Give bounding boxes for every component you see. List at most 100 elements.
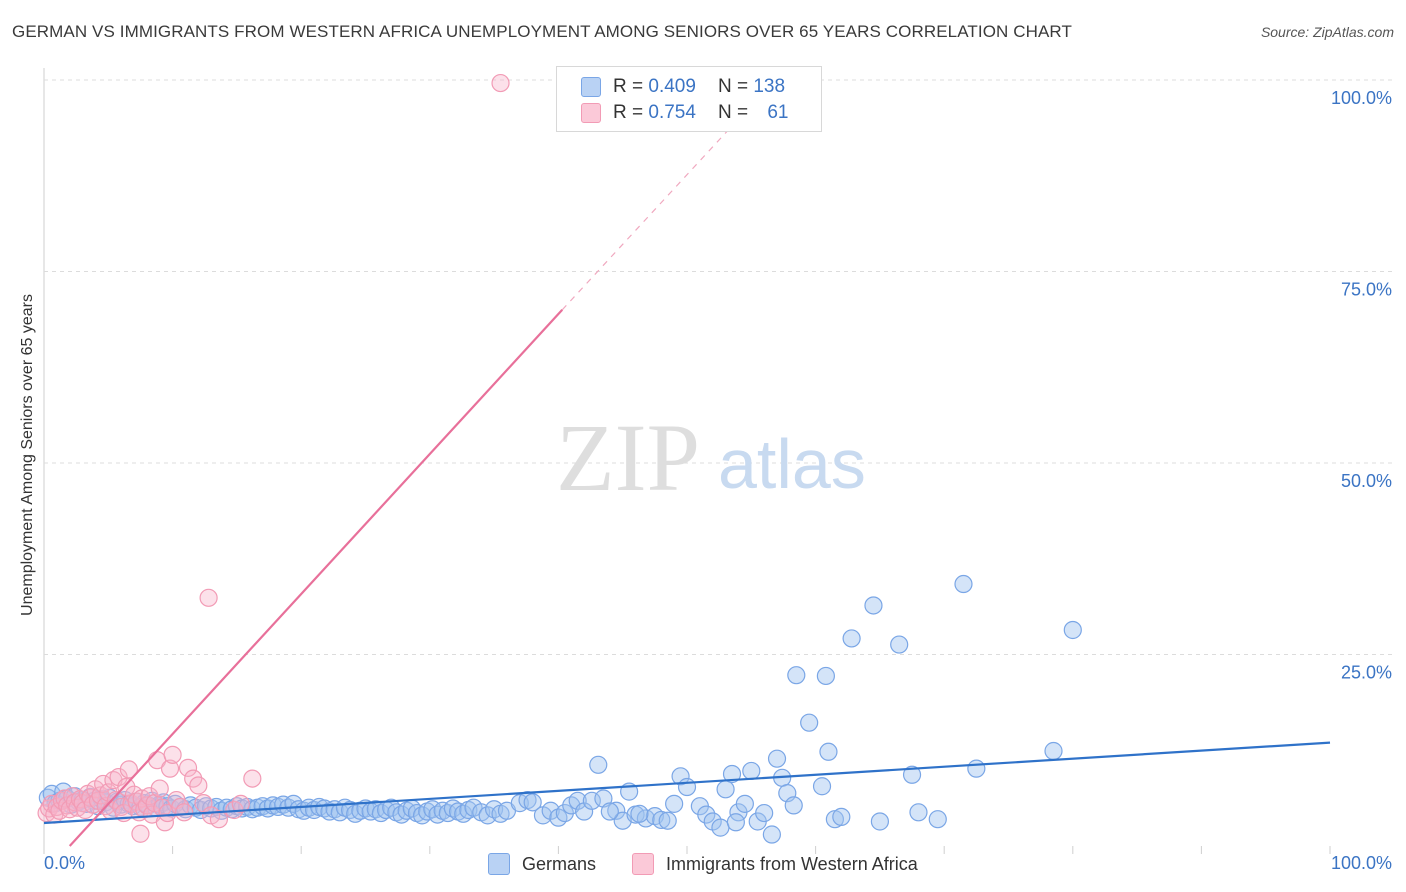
germans-point: [954, 574, 973, 594]
germans-point: [589, 755, 608, 774]
germans-point: [832, 807, 851, 826]
r-label: R =: [613, 102, 644, 123]
immigrants-point: [117, 777, 136, 797]
immigrants-point: [189, 776, 208, 795]
immigrants-swatch: [581, 103, 601, 123]
germans-point: [568, 791, 587, 810]
germans-point: [582, 791, 601, 810]
legend-item-immigrants[interactable]: Immigrants from Western Africa: [632, 852, 918, 876]
germans-point: [742, 761, 761, 781]
germans-point: [549, 808, 568, 827]
x-tick-label-max: 100.0%: [1331, 853, 1392, 873]
germans-point: [607, 801, 626, 820]
y-tick-label: 100.0%: [1331, 88, 1392, 108]
n-label: N =: [717, 76, 749, 97]
r-value: 0.409: [648, 76, 696, 97]
germans-point: [677, 777, 697, 797]
germans-point: [346, 804, 365, 823]
germans-point: [800, 713, 819, 732]
y-axis-label: Unemployment Among Seniors over 65 years: [19, 294, 36, 616]
legend-item-germans[interactable]: Germans: [488, 852, 596, 876]
legend-label-germans: Germans: [522, 853, 597, 874]
immigrants-point: [175, 803, 194, 822]
germans-point: [735, 794, 754, 813]
immigrants-trend-extension: [561, 125, 733, 311]
germans-swatch: [581, 77, 601, 97]
trend-lines: [43, 125, 1331, 847]
germans-point: [928, 810, 947, 829]
germans-point: [812, 777, 832, 796]
immigrants-point: [160, 759, 180, 778]
germans-point: [665, 794, 684, 813]
germans-trend-line: [43, 741, 1331, 825]
watermark-atlas: atlas: [718, 425, 866, 503]
germans-point: [443, 799, 463, 818]
immigrants-point: [491, 73, 510, 93]
r-label: R =: [613, 76, 644, 97]
immigrants-point: [109, 767, 128, 787]
immigrants-legend-swatch: [632, 853, 654, 875]
germans-point: [967, 759, 986, 778]
immigrants-point: [243, 769, 262, 788]
germans-point: [890, 635, 909, 654]
stats-row-germans: R = 0.409 N = 138: [581, 75, 785, 99]
germans-point: [658, 811, 677, 830]
germans-point: [909, 803, 928, 822]
immigrants-points: [37, 73, 510, 843]
source-label: Source: ZipAtlas.com: [1260, 24, 1394, 40]
immigrants-point: [178, 758, 198, 777]
germans-point: [1063, 620, 1082, 640]
immigrants-point: [231, 794, 250, 813]
germans-point: [762, 825, 781, 844]
germans-point: [716, 780, 735, 799]
germans-legend-swatch: [488, 853, 510, 875]
germans-point: [652, 810, 671, 830]
germans-point: [726, 813, 745, 832]
germans-point: [816, 666, 835, 686]
germans-point: [523, 793, 542, 812]
immigrants-point: [131, 824, 150, 843]
x-tick-label-min: 0.0%: [44, 853, 85, 873]
stats-row-immigrants: R = 0.754 N = 61: [581, 101, 788, 125]
germans-point: [371, 803, 391, 823]
germans-point: [1044, 741, 1063, 761]
n-label: N =: [717, 102, 749, 123]
tick-labels: 100.0% 75.0% 50.0% 25.0% 0.0% 100.0%: [44, 88, 1392, 873]
y-tick-label: 25.0%: [1341, 663, 1392, 683]
immigrants-point: [119, 760, 138, 779]
y-tick-label: 75.0%: [1341, 280, 1392, 300]
germans-point: [902, 765, 922, 784]
germans-point: [630, 804, 649, 823]
n-value: 138: [753, 76, 786, 97]
n-value: 61: [767, 102, 789, 123]
germans-point: [722, 764, 742, 784]
legend-label-immigrants: Immigrants from Western Africa: [666, 853, 918, 874]
immigrants-point: [199, 588, 218, 607]
germans-point: [697, 805, 716, 824]
germans-point: [819, 742, 838, 761]
gridlines: [43, 68, 1392, 846]
immigrants-point: [209, 810, 228, 829]
germans-point: [671, 767, 690, 786]
germans-point: [784, 796, 803, 815]
r-value: 0.754: [648, 102, 696, 123]
germans-point: [870, 812, 890, 831]
chart-title: GERMAN VS IMMIGRANTS FROM WESTERN AFRICA…: [12, 22, 1072, 41]
immigrants-trend-line: [68, 309, 564, 847]
immigrants-point: [150, 779, 169, 798]
germans-point: [864, 596, 883, 615]
germans-point: [842, 629, 861, 648]
germans-point: [767, 749, 787, 768]
germans-point: [755, 803, 774, 823]
germans-point: [711, 818, 730, 837]
germans-point: [600, 802, 619, 821]
immigrants-point: [163, 745, 182, 764]
germans-point: [541, 801, 560, 820]
y-tick-label: 50.0%: [1341, 471, 1392, 491]
stats-legend: R = 0.409 N = 138 R = 0.754 N = 61: [556, 66, 822, 132]
germans-point: [787, 666, 806, 685]
watermark-zip: ZIP: [556, 404, 700, 511]
watermark: ZIP atlas: [556, 404, 866, 511]
axis-ticks: [43, 846, 1331, 854]
